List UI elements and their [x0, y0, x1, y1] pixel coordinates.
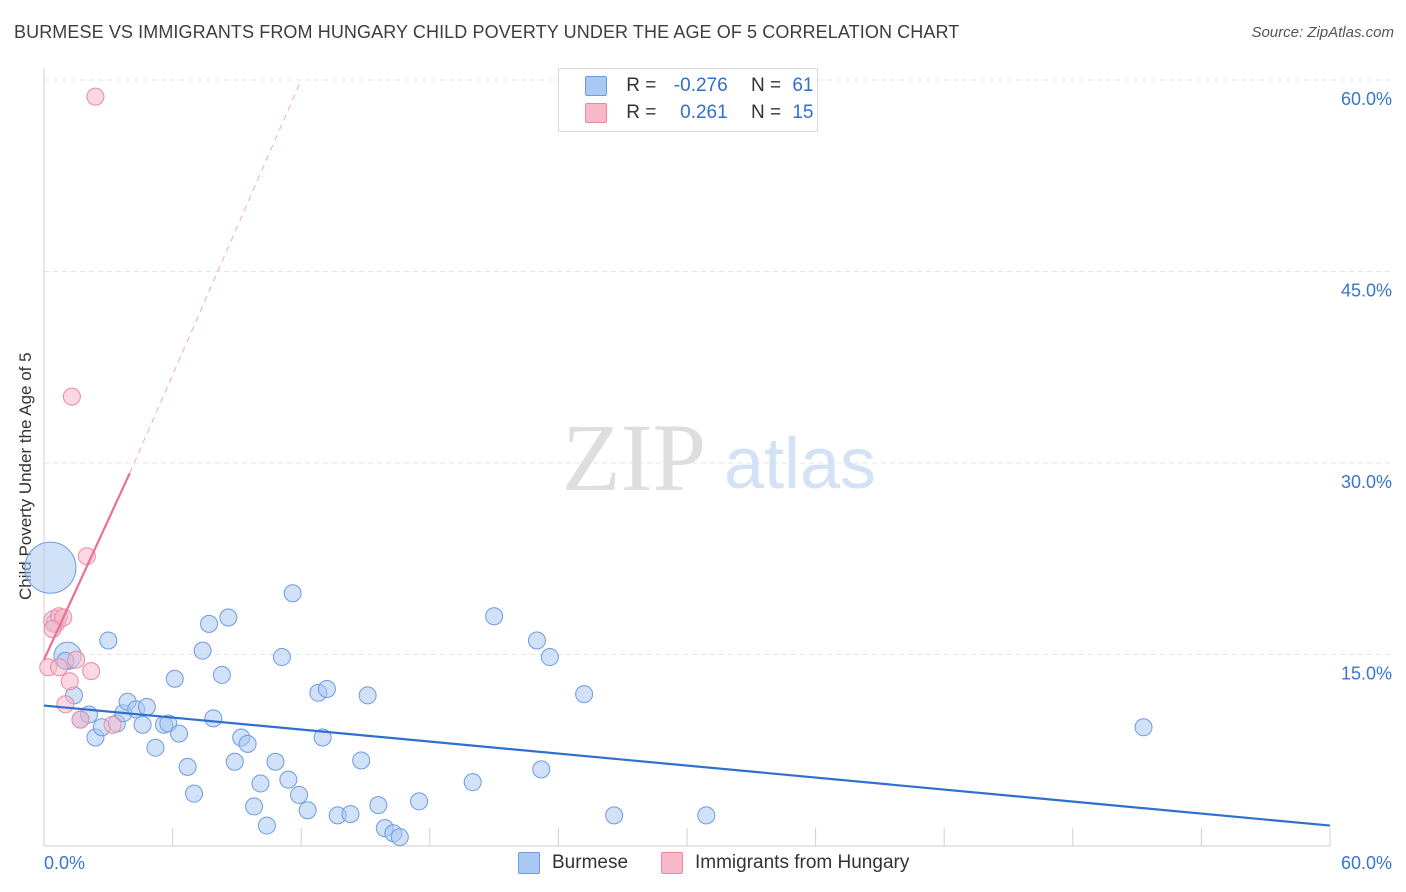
burmese-point: [352, 751, 371, 770]
burmese-point: [527, 631, 546, 650]
hungary-point: [86, 87, 105, 106]
x-tick-label-min: 0.0%: [44, 853, 85, 873]
y-tick-label: 15.0%: [1341, 664, 1392, 684]
legend-r-label: R =: [626, 102, 657, 123]
burmese-point: [410, 792, 429, 811]
burmese-point: [341, 805, 360, 824]
burmese-point: [178, 757, 197, 776]
legend-n-value: 61: [792, 75, 814, 96]
watermark-zip: ZIP: [562, 404, 706, 511]
burmese-point: [279, 770, 298, 789]
burmese-point: [185, 784, 204, 803]
series-swatch-burmese: [518, 852, 540, 874]
series-swatch-hungary: [661, 852, 683, 874]
series-name: Immigrants from Hungary: [695, 852, 910, 873]
burmese-point: [170, 724, 189, 743]
burmese-point: [99, 631, 118, 650]
watermark-atlas: atlas: [724, 424, 876, 504]
burmese-point: [313, 728, 332, 747]
series-name: Burmese: [552, 852, 629, 873]
hungary-point: [62, 387, 81, 406]
legend-r-value: -0.276: [673, 75, 728, 96]
burmese-point: [605, 806, 624, 825]
burmese-point: [540, 648, 559, 667]
hungary-point: [67, 650, 86, 669]
x-tick-label-max: 60.0%: [1341, 853, 1392, 873]
burmese-point: [245, 797, 264, 816]
legend-swatch-burmese: [585, 76, 607, 96]
hungary-point: [82, 662, 101, 681]
burmese-point: [225, 752, 244, 771]
legend-r-value: 0.261: [680, 102, 728, 123]
source-label: Source: ZipAtlas.com: [1251, 24, 1394, 41]
burmese-point: [532, 760, 551, 779]
legend-row-burmese: R = -0.276 N = 61: [585, 75, 813, 99]
series-legend: Burmese Immigrants from Hungary: [0, 852, 1406, 878]
burmese-point: [219, 608, 238, 627]
burmese-point: [575, 685, 594, 704]
burmese-point: [137, 697, 156, 716]
trend-lines: [43, 79, 1331, 827]
burmese-point: [697, 806, 716, 825]
legend-r-label: R =: [626, 75, 657, 96]
hungary-point: [103, 715, 122, 734]
hungary-trend-line: [43, 472, 131, 661]
burmese-point: [358, 686, 377, 705]
y-tick-label: 30.0%: [1341, 472, 1392, 492]
burmese-point: [317, 679, 336, 698]
correlation-legend: R = -0.276 N = 61 R = 0.261 N = 15: [558, 68, 818, 132]
burmese-point: [204, 709, 223, 728]
series-legend-hungary[interactable]: Immigrants from Hungary: [661, 852, 909, 874]
burmese-point: [266, 752, 285, 771]
grid-lines: [44, 79, 1392, 655]
burmese-point: [165, 669, 184, 688]
hungary-point: [50, 658, 69, 677]
burmese-point: [485, 607, 504, 626]
data-points: [24, 87, 1153, 847]
burmese-point: [251, 774, 270, 793]
series-legend-burmese[interactable]: Burmese: [518, 852, 628, 874]
burmese-point: [257, 816, 276, 835]
hungary-point: [56, 695, 75, 714]
y-tick-label: 45.0%: [1341, 281, 1392, 301]
burmese-point: [193, 641, 212, 660]
burmese-point: [369, 796, 388, 815]
tick-labels: 15.0% 30.0% 45.0% 60.0% 0.0% 60.0%: [44, 89, 1392, 873]
legend-n-label: N =: [750, 102, 782, 123]
burmese-point: [24, 541, 77, 594]
burmese-point: [298, 801, 317, 820]
burmese-point: [290, 785, 309, 804]
legend-row-hungary: R = 0.261 N = 15: [585, 102, 813, 126]
burmese-point: [133, 715, 152, 734]
legend-n-value: 15: [792, 102, 814, 123]
legend-swatch-hungary: [585, 103, 607, 123]
burmese-point: [283, 584, 302, 603]
burmese-trend-line: [43, 704, 1331, 827]
burmese-point: [238, 734, 257, 753]
chart-title: BURMESE VS IMMIGRANTS FROM HUNGARY CHILD…: [14, 22, 960, 42]
burmese-point: [463, 773, 482, 792]
burmese-point: [1134, 718, 1153, 737]
burmese-point: [146, 738, 165, 757]
burmese-point: [272, 648, 291, 667]
hungary-point: [71, 710, 90, 729]
hungary-point: [60, 672, 79, 691]
axes: [43, 68, 1331, 847]
legend-n-label: N =: [750, 75, 782, 96]
burmese-point: [390, 828, 409, 847]
y-tick-label: 60.0%: [1341, 89, 1392, 109]
hungary-point: [77, 547, 96, 566]
burmese-point: [212, 665, 231, 684]
burmese-point: [200, 614, 219, 633]
hungary-trend-extension: [129, 79, 302, 474]
watermark: ZIP atlas: [562, 404, 876, 511]
